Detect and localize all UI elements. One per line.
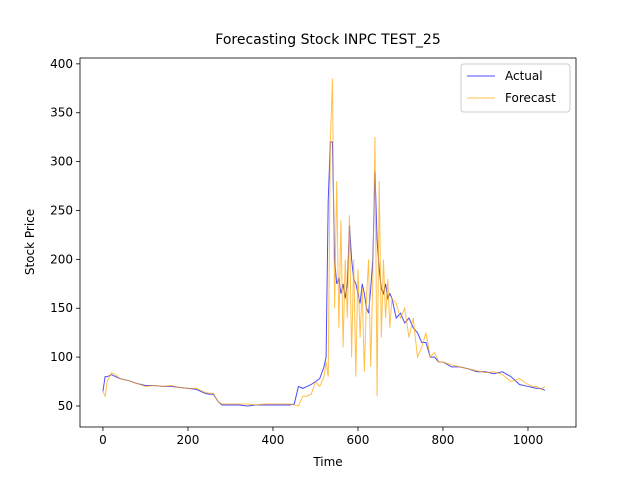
y-tick-label: 400	[50, 57, 73, 71]
series-line	[102, 78, 546, 407]
x-tick-label: 400	[262, 433, 285, 447]
x-tick-label: 800	[432, 433, 455, 447]
y-axis-label: Stock Price	[23, 209, 37, 275]
y-tick-label: 50	[58, 399, 73, 413]
chart-title: Forecasting Stock INPC TEST_25	[215, 32, 440, 48]
x-tick-label: 600	[347, 433, 370, 447]
x-tick-label: 1000	[513, 433, 544, 447]
series-line	[102, 141, 546, 407]
y-tick-label: 100	[50, 350, 73, 364]
y-tick-label: 200	[50, 252, 73, 266]
y-tick-label: 150	[50, 301, 73, 315]
x-axis-label: Time	[312, 455, 342, 469]
legend-label: Forecast	[505, 91, 556, 105]
y-tick-label: 300	[50, 155, 73, 169]
legend: Actual Forecast	[460, 63, 571, 113]
y-tick-label: 350	[50, 106, 73, 120]
y-tick-label: 250	[50, 203, 73, 217]
x-tick-label: 0	[99, 433, 107, 447]
x-tick-label: 200	[177, 433, 200, 447]
legend-label: Actual	[505, 69, 543, 83]
plot-frame	[79, 57, 577, 428]
